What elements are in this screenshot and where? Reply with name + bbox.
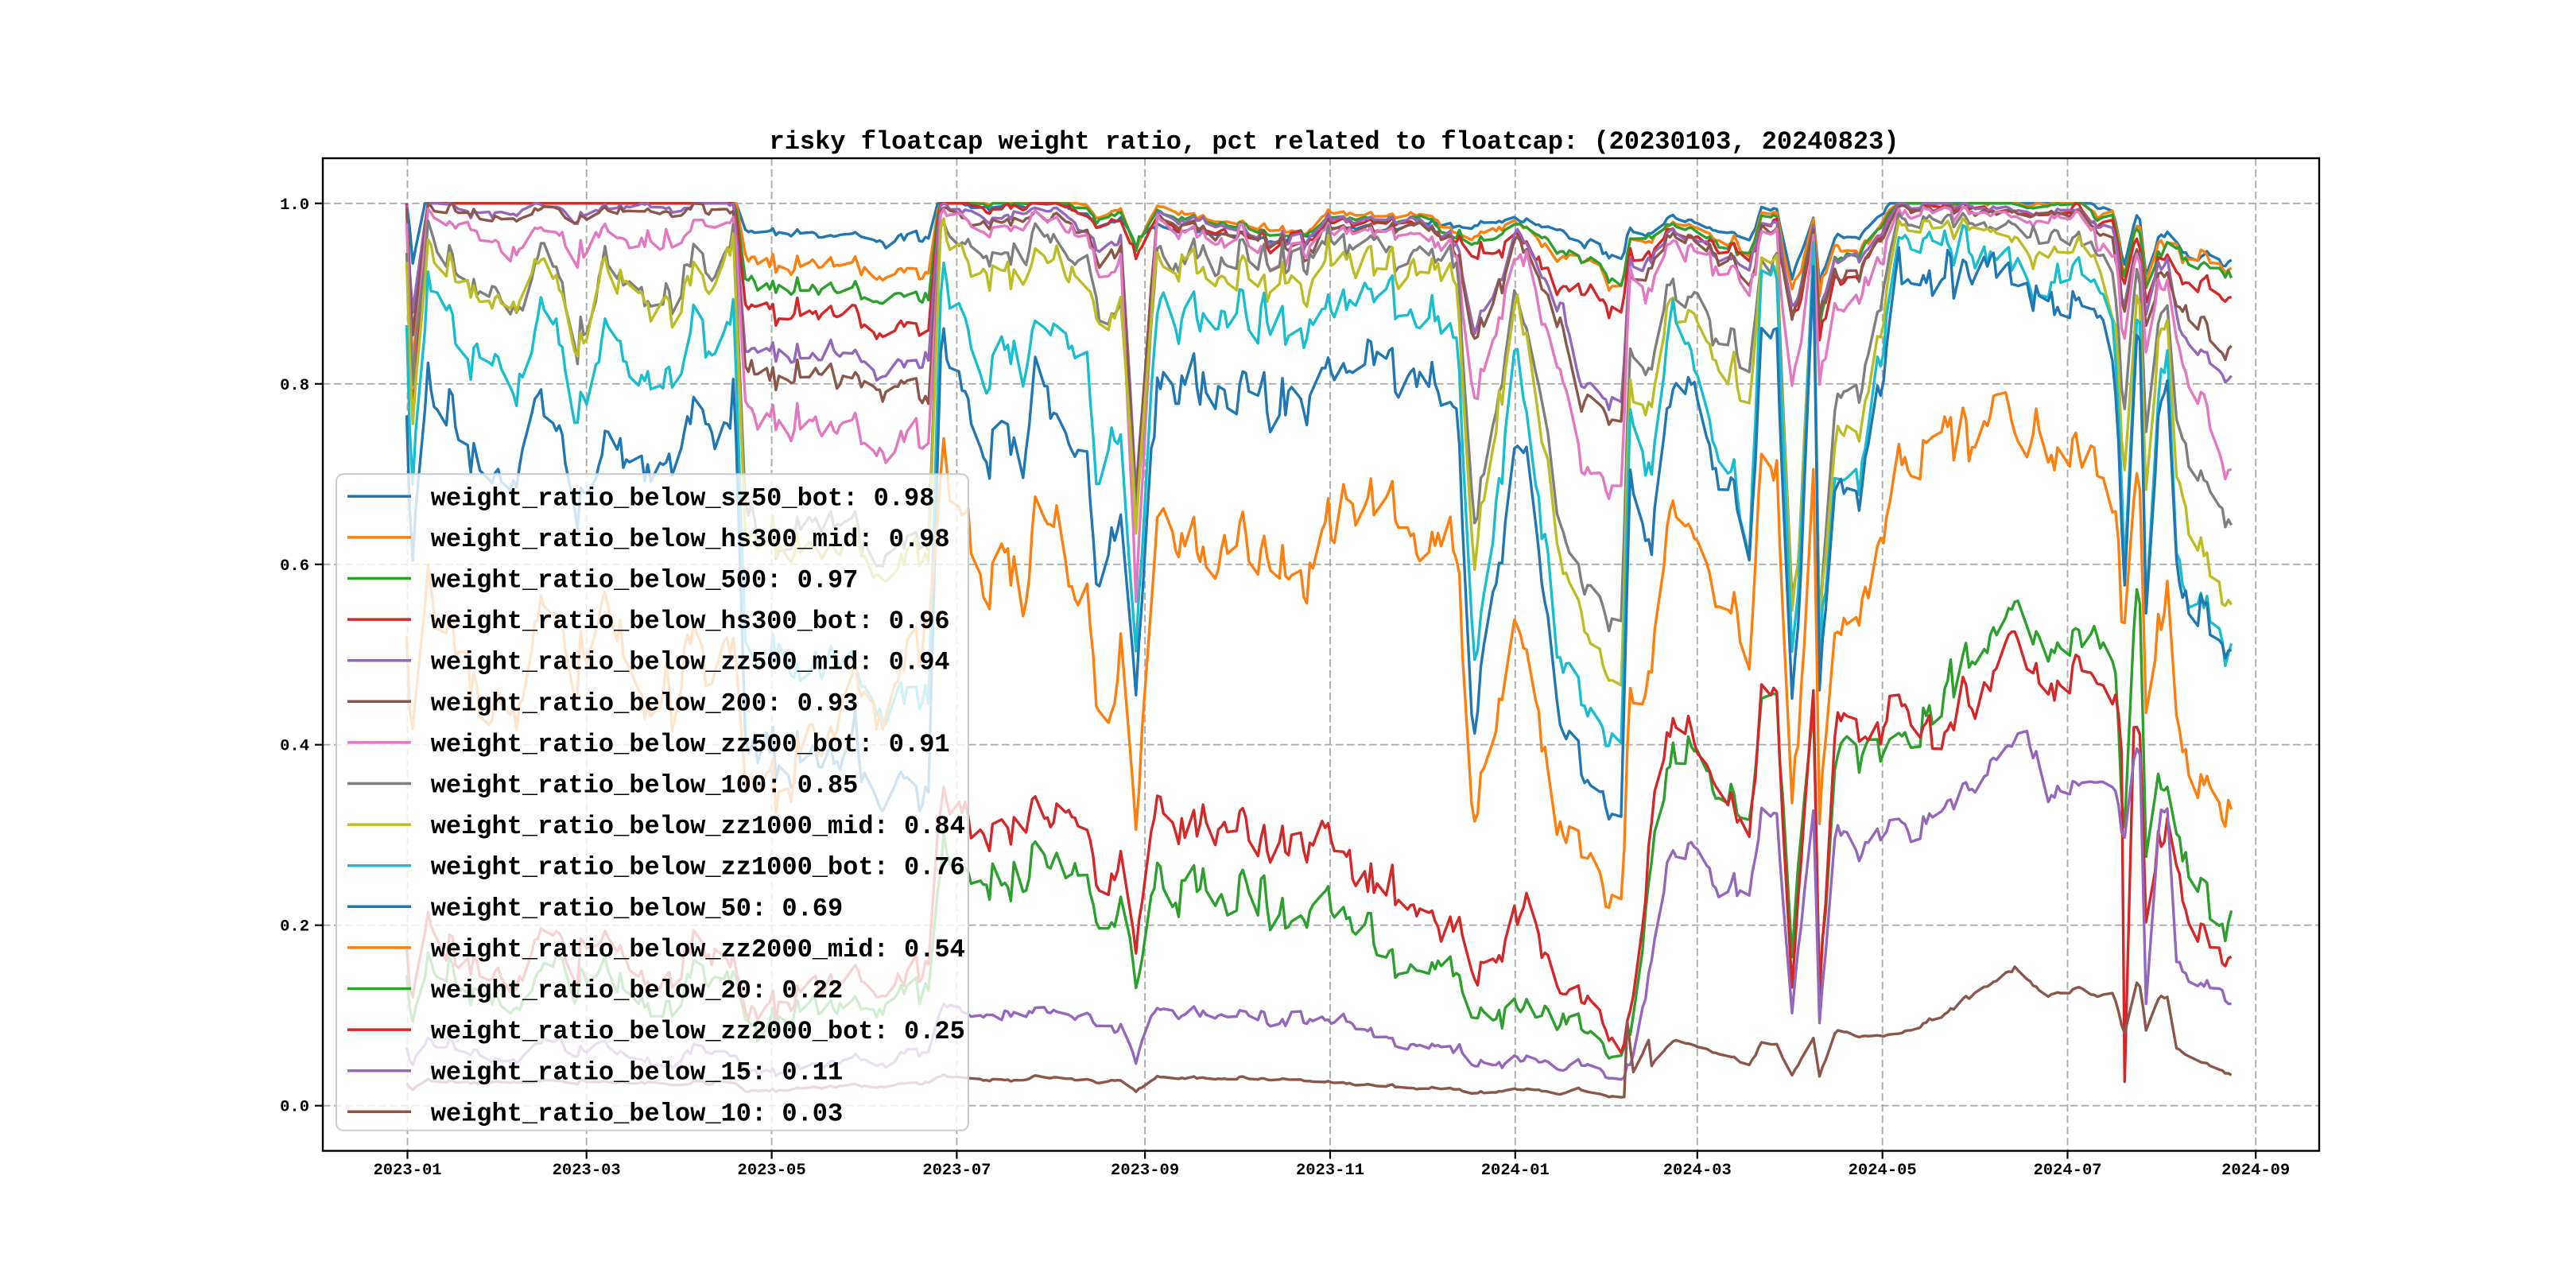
- svg-text:2023-09: 2023-09: [1111, 1162, 1179, 1180]
- svg-text:0.6: 0.6: [280, 557, 309, 576]
- svg-text:weight_ratio_below_zz500_bot:: weight_ratio_below_zz500_bot: 0.91: [431, 730, 950, 759]
- svg-text:2024-01: 2024-01: [1481, 1162, 1550, 1180]
- svg-text:1.0: 1.0: [280, 196, 309, 215]
- svg-text:weight_ratio_below_sz50_bot: 0: weight_ratio_below_sz50_bot: 0.98: [431, 483, 935, 513]
- svg-text:weight_ratio_below_hs300_bot:: weight_ratio_below_hs300_bot: 0.96: [431, 607, 950, 636]
- svg-text:weight_ratio_below_50: 0.69: weight_ratio_below_50: 0.69: [431, 894, 843, 923]
- svg-text:weight_ratio_below_zz1000_mid:: weight_ratio_below_zz1000_mid: 0.84: [431, 812, 965, 841]
- svg-text:2024-05: 2024-05: [1849, 1162, 1917, 1180]
- svg-text:weight_ratio_below_zz500_mid:: weight_ratio_below_zz500_mid: 0.94: [431, 648, 950, 677]
- svg-text:0.0: 0.0: [280, 1099, 309, 1117]
- svg-text:weight_ratio_below_hs300_mid:: weight_ratio_below_hs300_mid: 0.98: [431, 525, 950, 554]
- svg-text:2023-07: 2023-07: [922, 1162, 991, 1180]
- svg-text:2024-03: 2024-03: [1663, 1162, 1732, 1180]
- svg-text:weight_ratio_below_20: 0.22: weight_ratio_below_20: 0.22: [431, 976, 843, 1006]
- svg-text:weight_ratio_below_zz1000_bot:: weight_ratio_below_zz1000_bot: 0.76: [431, 853, 965, 883]
- svg-text:0.4: 0.4: [280, 738, 309, 756]
- svg-text:2024-07: 2024-07: [2033, 1162, 2101, 1180]
- svg-text:weight_ratio_below_10: 0.03: weight_ratio_below_10: 0.03: [431, 1099, 843, 1128]
- svg-text:weight_ratio_below_500: 0.97: weight_ratio_below_500: 0.97: [431, 566, 859, 596]
- svg-text:0.8: 0.8: [280, 377, 309, 395]
- svg-text:weight_ratio_below_zz2000_mid:: weight_ratio_below_zz2000_mid: 0.54: [431, 935, 965, 964]
- svg-text:risky floatcap weight ratio, p: risky floatcap weight ratio, pct related…: [769, 127, 1899, 157]
- svg-text:2024-09: 2024-09: [2221, 1162, 2290, 1180]
- svg-text:weight_ratio_below_zz2000_bot:: weight_ratio_below_zz2000_bot: 0.25: [431, 1017, 965, 1046]
- svg-text:2023-03: 2023-03: [553, 1162, 621, 1180]
- svg-text:weight_ratio_below_100: 0.85: weight_ratio_below_100: 0.85: [431, 771, 859, 801]
- svg-text:2023-05: 2023-05: [738, 1162, 806, 1180]
- svg-text:2023-11: 2023-11: [1296, 1162, 1364, 1180]
- svg-text:weight_ratio_below_200: 0.93: weight_ratio_below_200: 0.93: [431, 689, 859, 718]
- svg-text:0.2: 0.2: [280, 918, 309, 937]
- svg-text:2023-01: 2023-01: [373, 1162, 441, 1180]
- svg-text:weight_ratio_below_15: 0.11: weight_ratio_below_15: 0.11: [431, 1058, 843, 1088]
